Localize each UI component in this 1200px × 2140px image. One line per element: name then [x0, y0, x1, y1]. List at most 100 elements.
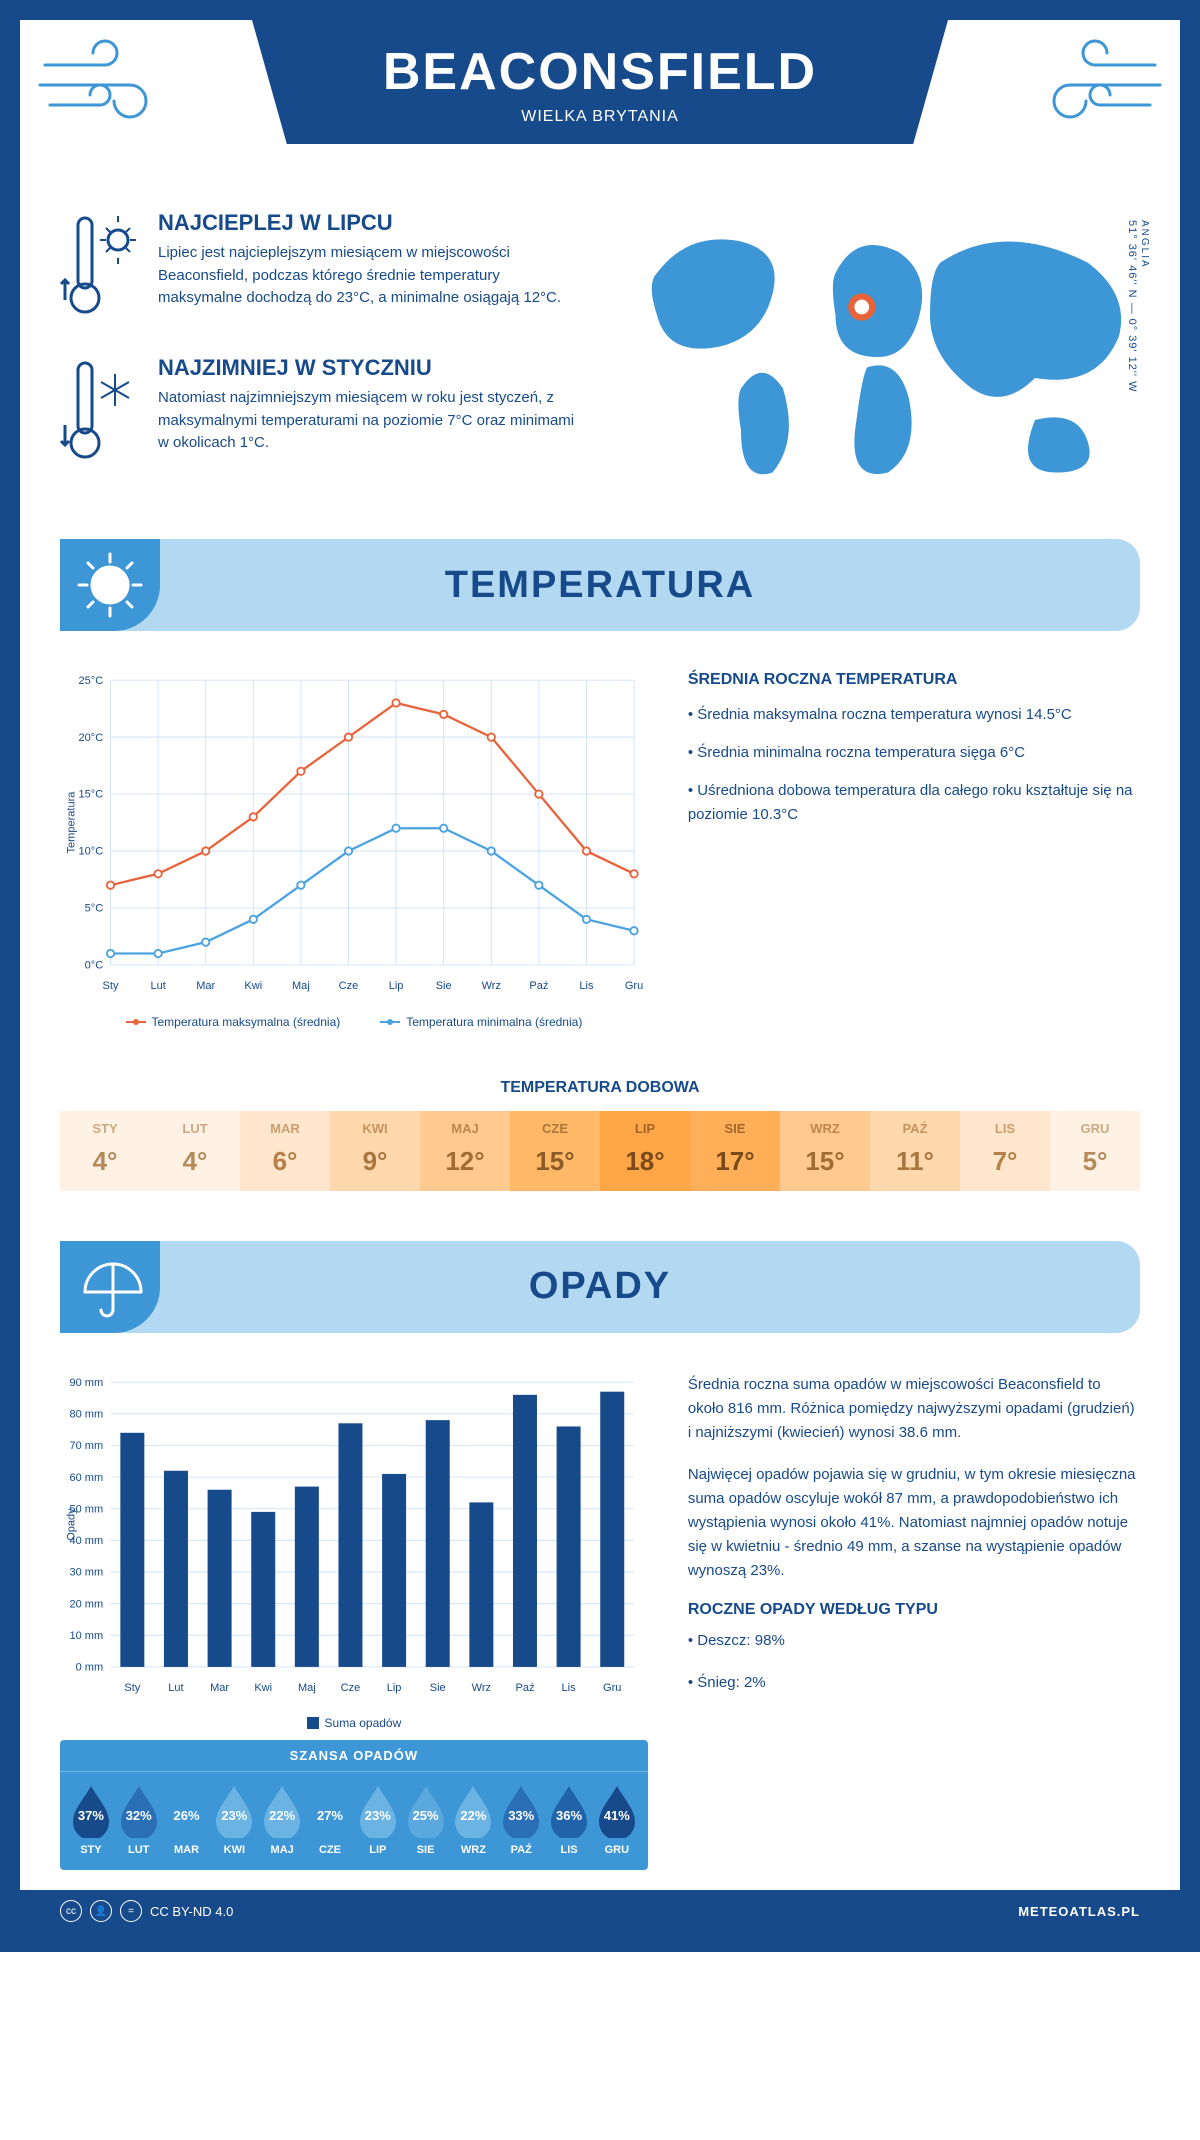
type-item: • Śnieg: 2%: [688, 1671, 1140, 1695]
summary-item: • Średnia maksymalna roczna temperatura …: [688, 703, 1140, 727]
heat-cell: CZE15°: [510, 1111, 600, 1191]
svg-text:Wrz: Wrz: [482, 980, 501, 992]
fact-coldest: NAJZIMNIEJ W STYCZNIU Natomiast najzimni…: [60, 355, 585, 470]
nd-icon: =: [120, 1900, 142, 1922]
svg-text:90 mm: 90 mm: [70, 1376, 104, 1388]
world-map-icon: [615, 210, 1140, 504]
chart-legend: .lswatch[style*='e8623a']::after{backgro…: [60, 1015, 648, 1029]
heat-cell: WRZ15°: [780, 1111, 870, 1191]
drop-col: 32% LUT: [116, 1784, 162, 1856]
umbrella-icon: [60, 1241, 160, 1333]
svg-text:Wrz: Wrz: [472, 1681, 491, 1693]
svg-text:20 mm: 20 mm: [70, 1598, 104, 1610]
raindrop-icon: 37%: [69, 1784, 113, 1838]
svg-text:Sty: Sty: [124, 1681, 140, 1693]
heat-cell: STY4°: [60, 1111, 150, 1191]
svg-text:Paź: Paź: [515, 1681, 534, 1693]
drop-col: 36% LIS: [546, 1784, 592, 1856]
header: BEACONSFIELD WIELKA BRYTANIA: [20, 20, 1180, 200]
summary-para: Średnia roczna suma opadów w miejscowośc…: [688, 1373, 1140, 1445]
section-heading: TEMPERATURA: [160, 564, 1140, 607]
drop-col: 26% MAR: [164, 1784, 210, 1856]
raindrop-icon: 32%: [117, 1784, 161, 1838]
fact-warmest: NAJCIEPLEJ W LIPCU Lipiec jest najcieple…: [60, 210, 585, 325]
temperature-summary: ŚREDNIA ROCZNA TEMPERATURA • Średnia mak…: [688, 671, 1140, 1029]
svg-text:5°C: 5°C: [85, 903, 104, 915]
svg-text:Cze: Cze: [341, 1681, 361, 1693]
daily-temp-heading: TEMPERATURA DOBOWA: [20, 1079, 1180, 1097]
title-banner: BEACONSFIELD WIELKA BRYTANIA: [252, 20, 948, 144]
svg-text:Kwi: Kwi: [244, 980, 262, 992]
chance-drops: 37% STY 32% LUT 26% MAR 23% KWI 22% MAJ: [60, 1772, 648, 1856]
type-item: • Deszcz: 98%: [688, 1629, 1140, 1653]
wind-swirl-icon: [35, 35, 175, 140]
svg-text:30 mm: 30 mm: [70, 1566, 104, 1578]
summary-para: Najwięcej opadów pojawia się w grudniu, …: [688, 1463, 1140, 1583]
precip-chance-panel: SZANSA OPADÓW 37% STY 32% LUT 26% MAR 23…: [60, 1740, 648, 1870]
drop-col: 23% LIP: [355, 1784, 401, 1856]
page: BEACONSFIELD WIELKA BRYTANIA NAJCIEPLEJ …: [0, 0, 1200, 1952]
summary-heading: ŚREDNIA ROCZNA TEMPERATURA: [688, 671, 1140, 689]
precip-bar-chart: 0 mm10 mm20 mm30 mm40 mm50 mm60 mm70 mm8…: [60, 1373, 648, 1871]
cc-icon: cc: [60, 1900, 82, 1922]
footer: cc 👤 = CC BY-ND 4.0 METEOATLAS.PL: [20, 1890, 1180, 1932]
temperature-row: 0°C5°C10°C15°C20°C25°CStyLutMarKwiMajCze…: [20, 631, 1180, 1049]
fact-heading: NAJCIEPLEJ W LIPCU: [158, 210, 585, 236]
svg-text:10 mm: 10 mm: [70, 1630, 104, 1642]
type-heading: ROCZNE OPADY WEDŁUG TYPU: [688, 1601, 1140, 1619]
svg-text:0°C: 0°C: [85, 960, 104, 972]
heat-cell: LIP18°: [600, 1111, 690, 1191]
drop-col: 22% MAJ: [259, 1784, 305, 1856]
svg-text:Mar: Mar: [210, 1681, 229, 1693]
by-icon: 👤: [90, 1900, 112, 1922]
svg-text:70 mm: 70 mm: [70, 1440, 104, 1452]
svg-text:15°C: 15°C: [79, 789, 104, 801]
facts-column: NAJCIEPLEJ W LIPCU Lipiec jest najcieple…: [60, 210, 585, 509]
svg-text:Lis: Lis: [579, 980, 594, 992]
svg-text:Lip: Lip: [387, 1681, 402, 1693]
svg-text:Lut: Lut: [168, 1681, 183, 1693]
svg-text:Lis: Lis: [562, 1681, 577, 1693]
fact-heading: NAJZIMNIEJ W STYCZNIU: [158, 355, 585, 381]
drop-col: 22% WRZ: [451, 1784, 497, 1856]
drop-col: 23% KWI: [211, 1784, 257, 1856]
daily-temp-heatmap: STY4°LUT4°MAR6°KWI9°MAJ12°CZE15°LIP18°SI…: [60, 1111, 1140, 1191]
precip-row: 0 mm10 mm20 mm30 mm40 mm50 mm60 mm70 mm8…: [20, 1333, 1180, 1891]
map-column: ANGLIA 51° 36' 46'' N — 0° 39' 12'' W: [615, 210, 1140, 509]
raindrop-icon: 23%: [356, 1784, 400, 1838]
wind-swirl-icon: [1025, 35, 1165, 140]
raindrop-icon: 36%: [547, 1784, 591, 1838]
svg-text:25°C: 25°C: [79, 675, 104, 687]
svg-text:0 mm: 0 mm: [76, 1661, 104, 1673]
svg-text:Opady: Opady: [66, 1507, 78, 1540]
drop-col: 25% SIE: [403, 1784, 449, 1856]
raindrop-icon: 33%: [499, 1784, 543, 1838]
location-marker-icon: [851, 297, 872, 318]
svg-text:10°C: 10°C: [79, 846, 104, 858]
temperature-line-chart: 0°C5°C10°C15°C20°C25°CStyLutMarKwiMajCze…: [60, 671, 648, 1029]
svg-text:Maj: Maj: [298, 1681, 316, 1693]
chance-heading: SZANSA OPADÓW: [60, 1740, 648, 1772]
svg-text:Paź: Paź: [529, 980, 548, 992]
section-band-temperature: TEMPERATURA: [60, 539, 1140, 631]
svg-text:Cze: Cze: [339, 980, 359, 992]
section-heading: OPADY: [160, 1265, 1140, 1308]
svg-text:Lut: Lut: [150, 980, 165, 992]
raindrop-icon: 22%: [260, 1784, 304, 1838]
summary-item: • Uśredniona dobowa temperatura dla całe…: [688, 779, 1140, 827]
heat-cell: MAJ12°: [420, 1111, 510, 1191]
fact-body: Natomiast najzimniejszym miesiącem w rok…: [158, 387, 585, 455]
raindrop-icon: 22%: [451, 1784, 495, 1838]
city-title: BEACONSFIELD: [262, 42, 938, 102]
coordinates-label: ANGLIA 51° 36' 46'' N — 0° 39' 12'' W: [1126, 220, 1150, 392]
heat-cell: LUT4°: [150, 1111, 240, 1191]
license-text: CC BY-ND 4.0: [150, 1904, 233, 1919]
svg-text:Kwi: Kwi: [254, 1681, 272, 1693]
fact-body: Lipiec jest najcieplejszym miesiącem w m…: [158, 242, 585, 310]
heat-cell: GRU5°: [1050, 1111, 1140, 1191]
svg-text:60 mm: 60 mm: [70, 1471, 104, 1483]
svg-text:20°C: 20°C: [79, 732, 104, 744]
chart-legend: Suma opadów: [60, 1716, 648, 1730]
drop-col: 33% PAŹ: [498, 1784, 544, 1856]
license-block: cc 👤 = CC BY-ND 4.0: [60, 1900, 233, 1922]
